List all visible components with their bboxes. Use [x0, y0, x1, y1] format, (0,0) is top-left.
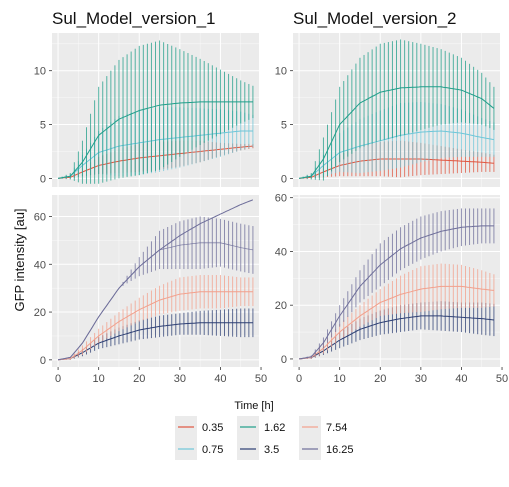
- x-tick-label: 10: [334, 373, 346, 385]
- y-tick-label: 20: [34, 307, 46, 319]
- facet-title-model-1: Sul_Model_version_1: [52, 9, 216, 28]
- legend-title: Time [h]: [234, 400, 273, 412]
- legend-label: 0.75: [202, 444, 223, 456]
- y-tick-label: 0: [40, 355, 46, 367]
- x-tick-label: 50: [255, 373, 267, 385]
- x-tick-label: 50: [496, 373, 508, 385]
- x-tick-label: 40: [455, 373, 467, 385]
- y-tick-label: 5: [40, 120, 46, 132]
- panel-model-2-top: 0 5 10: [275, 33, 500, 187]
- y-tick-label: 40: [275, 246, 287, 258]
- legend-item-16-25: 16.25: [299, 438, 354, 460]
- x-tick-label: 0: [55, 373, 61, 385]
- y-tick-label: 0: [281, 354, 287, 366]
- legend-label: 7.54: [326, 422, 347, 434]
- y-tick-label: 5: [281, 120, 287, 132]
- x-tick-label: 30: [415, 373, 427, 385]
- legend-label: 0.35: [202, 422, 223, 434]
- y-tick-label: 60: [275, 193, 287, 205]
- facet-title-model-2: Sul_Model_version_2: [293, 9, 457, 28]
- legend-item-0-75: 0.75: [175, 438, 223, 460]
- y-tick-label: 0: [281, 173, 287, 185]
- x-tick-label: 30: [174, 373, 186, 385]
- legend-label: 1.62: [264, 422, 285, 434]
- legend-item-1-62: 1.62: [237, 416, 285, 438]
- panel-model-1-top: 0 5 10: [34, 33, 259, 187]
- x-tick-label: 10: [93, 373, 105, 385]
- legend-item-0-35: 0.35: [175, 416, 223, 438]
- legend-item-7-54: 7.54: [299, 416, 347, 438]
- x-tick-label: 40: [214, 373, 226, 385]
- legend-item-3-5: 3.5: [237, 438, 279, 460]
- legend-label: 16.25: [326, 444, 354, 456]
- y-tick-label: 60: [34, 212, 46, 224]
- y-tick-label: 10: [34, 66, 46, 78]
- y-axis-title: GFP intensity [au]: [12, 208, 27, 311]
- x-tick-label: 20: [374, 373, 386, 385]
- legend: Time [h] 0.35 1.62 7.54 0.75 3.5 16.25: [175, 400, 354, 460]
- x-tick-label: 20: [133, 373, 145, 385]
- panel-model-2-bottom: 0 20 40 60: [275, 193, 500, 367]
- x-tick-label: 0: [296, 373, 302, 385]
- y-tick-label: 40: [34, 259, 46, 271]
- y-tick-label: 10: [275, 66, 287, 78]
- y-tick-label: 0: [40, 173, 46, 185]
- panel-model-1-bottom: 0 20 40 60: [34, 195, 259, 367]
- x-axis-ticks: 0 10 20 30 40 50 0 10 20 30 40 50: [55, 367, 508, 385]
- legend-label: 3.5: [264, 444, 279, 456]
- y-tick-label: 20: [275, 300, 287, 312]
